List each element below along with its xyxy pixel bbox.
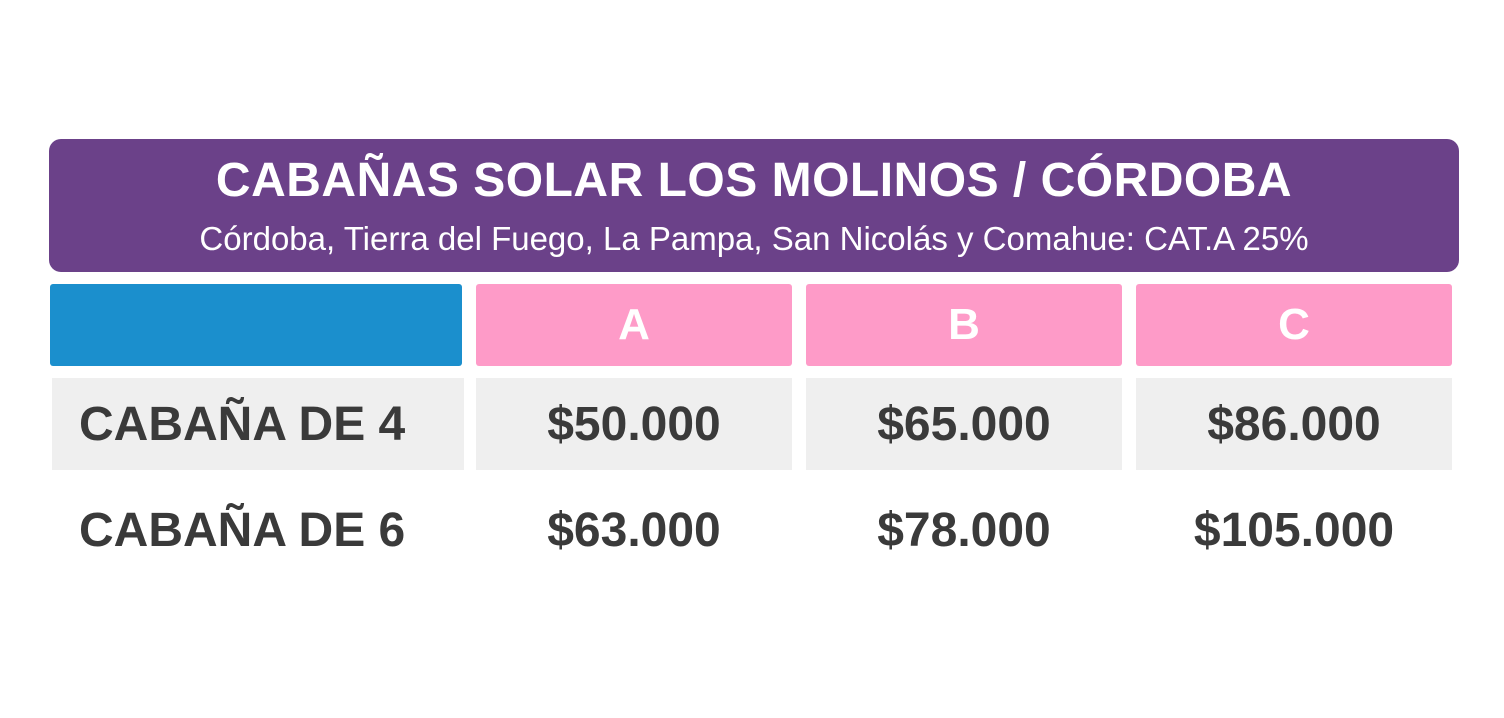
row-label-cabana-6: CABAÑA DE 6 <box>79 503 406 557</box>
title-banner: CABAÑAS SOLAR LOS MOLINOS / CÓRDOBA Córd… <box>49 139 1459 272</box>
price-cabana-6-c: $105.000 <box>1193 503 1395 557</box>
column-header-c: C <box>1136 284 1452 366</box>
price-cabana-6-a: $63.000 <box>547 503 721 557</box>
row-label-cabana-4: CABAÑA DE 4 <box>52 378 464 470</box>
price-cabana-4-a: $50.000 <box>476 378 792 470</box>
table-corner-header <box>50 284 462 366</box>
price-cabana-4-c: $86.000 <box>1136 378 1452 470</box>
price-cabana-6-b: $78.000 <box>877 503 1051 557</box>
page-title: CABAÑAS SOLAR LOS MOLINOS / CÓRDOBA <box>215 154 1293 207</box>
page-subtitle: Córdoba, Tierra del Fuego, La Pampa, San… <box>199 220 1309 257</box>
price-cabana-4-b: $65.000 <box>806 378 1122 470</box>
column-header-b: B <box>806 284 1122 366</box>
column-header-a: A <box>476 284 792 366</box>
